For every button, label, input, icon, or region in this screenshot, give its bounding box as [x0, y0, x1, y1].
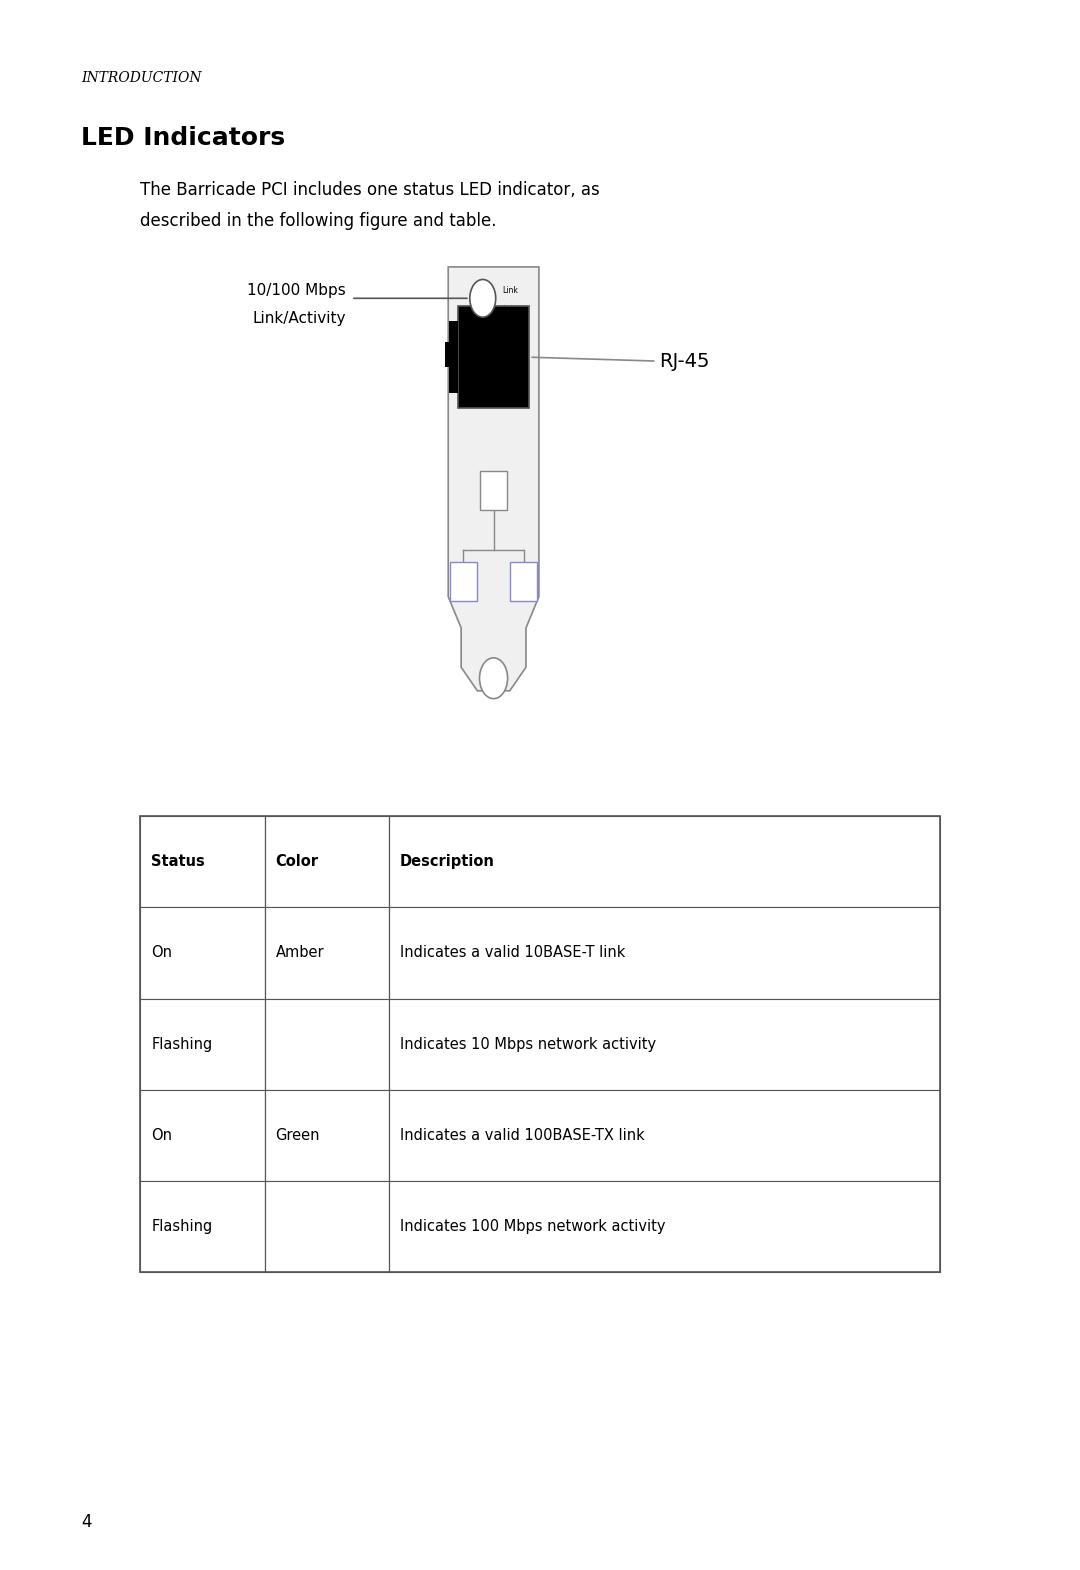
Bar	[389, 1181, 940, 1272]
Bar	[265, 1181, 389, 1272]
Polygon shape	[445, 322, 458, 392]
Bar	[480, 471, 508, 510]
Bar	[140, 816, 940, 1272]
Text: Flashing: Flashing	[151, 1036, 213, 1052]
Text: Amber: Amber	[275, 945, 324, 961]
Text: Indicates a valid 100BASE-TX link: Indicates a valid 100BASE-TX link	[400, 1127, 645, 1143]
Bar	[265, 907, 389, 999]
Text: Act: Act	[502, 305, 514, 314]
Text: Link/Activity: Link/Activity	[252, 311, 346, 327]
Text: Description: Description	[400, 854, 495, 870]
Text: On: On	[151, 1127, 172, 1143]
Text: Flashing: Flashing	[151, 1218, 213, 1234]
Bar	[511, 562, 538, 601]
Text: 4: 4	[81, 1513, 92, 1531]
Bar	[389, 907, 940, 999]
Text: INTRODUCTION: INTRODUCTION	[81, 71, 202, 85]
Bar	[140, 907, 265, 999]
Text: Indicates 100 Mbps network activity: Indicates 100 Mbps network activity	[400, 1218, 665, 1234]
Circle shape	[470, 279, 496, 317]
Bar	[458, 306, 529, 408]
Bar	[450, 562, 477, 601]
Bar	[389, 999, 940, 1090]
Bar	[140, 816, 265, 907]
Text: Color: Color	[275, 854, 319, 870]
Text: LED Indicators: LED Indicators	[81, 126, 285, 149]
FancyBboxPatch shape	[443, 259, 545, 706]
Bar	[140, 1090, 265, 1181]
Bar	[265, 999, 389, 1090]
Text: Indicates a valid 10BASE-T link: Indicates a valid 10BASE-T link	[400, 945, 625, 961]
Text: Green: Green	[275, 1127, 320, 1143]
Text: 10/100 Mbps: 10/100 Mbps	[247, 283, 346, 298]
Text: The Barricade PCI includes one status LED indicator, as: The Barricade PCI includes one status LE…	[140, 181, 600, 198]
Text: On: On	[151, 945, 172, 961]
Text: Indicates 10 Mbps network activity: Indicates 10 Mbps network activity	[400, 1036, 656, 1052]
Bar	[140, 1181, 265, 1272]
Bar	[389, 1090, 940, 1181]
Bar	[389, 816, 940, 907]
Polygon shape	[448, 267, 539, 691]
Bar	[140, 999, 265, 1090]
Text: Status: Status	[151, 854, 205, 870]
Text: Link: Link	[502, 286, 518, 295]
Circle shape	[480, 658, 508, 699]
Bar	[265, 816, 389, 907]
Bar	[265, 1090, 389, 1181]
Text: described in the following figure and table.: described in the following figure and ta…	[140, 212, 497, 229]
Text: RJ-45: RJ-45	[659, 352, 710, 371]
